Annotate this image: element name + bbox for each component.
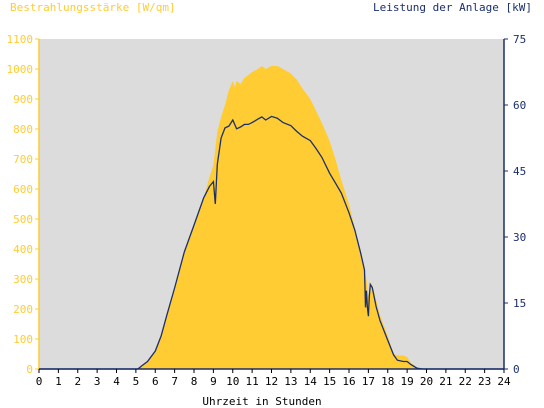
x-tick-label: 7 bbox=[171, 375, 178, 388]
left-axis: 0 100 200 300 400 500 600 700 800 900 1000 1100 bbox=[7, 33, 40, 376]
left-tick-label: 0 bbox=[26, 363, 33, 376]
x-tick-label: 5 bbox=[133, 375, 140, 388]
x-tick-label: 21 bbox=[439, 375, 452, 388]
x-tick-label: 1 bbox=[55, 375, 62, 388]
x-tick-label: 3 bbox=[94, 375, 101, 388]
x-tick-label: 0 bbox=[36, 375, 43, 388]
left-tick-label: 1100 bbox=[7, 33, 34, 46]
left-tick-label: 1000 bbox=[7, 63, 34, 76]
power-line bbox=[39, 115, 504, 370]
right-tick-label: 15 bbox=[513, 297, 526, 310]
left-tick-label: 300 bbox=[13, 273, 33, 286]
x-tick-label: 4 bbox=[113, 375, 120, 388]
x-tick-label: 9 bbox=[210, 375, 217, 388]
left-tick-label: 800 bbox=[13, 123, 33, 136]
irradiance-area bbox=[39, 66, 504, 369]
x-tick-label: 15 bbox=[323, 375, 336, 388]
right-tick-label: 60 bbox=[513, 99, 526, 112]
left-tick-label: 600 bbox=[13, 183, 33, 196]
left-tick-label: 400 bbox=[13, 243, 33, 256]
right-tick-label: 75 bbox=[513, 33, 526, 46]
left-tick-label: 900 bbox=[13, 93, 33, 106]
x-tick-label: 6 bbox=[152, 375, 159, 388]
x-tick-label: 17 bbox=[362, 375, 375, 388]
x-tick-label: 10 bbox=[226, 375, 239, 388]
left-tick-label: 200 bbox=[13, 303, 33, 316]
left-tick-label: 500 bbox=[13, 213, 33, 226]
right-axis-title: Leistung der Anlage [kW] bbox=[373, 1, 532, 14]
left-axis-title: Bestrahlungsstärke [W/qm] bbox=[10, 1, 176, 14]
right-tick-label: 45 bbox=[513, 165, 526, 178]
x-tick-label: 8 bbox=[191, 375, 198, 388]
x-tick-label: 23 bbox=[478, 375, 491, 388]
x-tick-label: 22 bbox=[459, 375, 472, 388]
x-tick-label: 2 bbox=[74, 375, 81, 388]
x-tick-label: 11 bbox=[246, 375, 259, 388]
right-tick-label: 0 bbox=[513, 363, 520, 376]
x-tick-label: 24 bbox=[497, 375, 511, 388]
left-tick-label: 700 bbox=[13, 153, 33, 166]
left-tick-label: 100 bbox=[13, 333, 33, 346]
right-axis: 0 15 30 45 60 75 bbox=[503, 33, 526, 376]
x-tick-label: 16 bbox=[342, 375, 355, 388]
x-tick-label: 18 bbox=[381, 375, 394, 388]
x-tick-label: 20 bbox=[420, 375, 433, 388]
x-tick-label: 19 bbox=[401, 375, 414, 388]
x-axis: 0 1 2 3 4 5 6 7 8 9 10 11 12 13 14 15 16 17 18 19 20 21 22 23 24 bbox=[36, 368, 511, 388]
right-tick-label: 30 bbox=[513, 231, 526, 244]
x-tick-label: 14 bbox=[304, 375, 318, 388]
x-axis-title: Uhrzeit in Stunden bbox=[202, 395, 321, 408]
x-tick-label: 13 bbox=[284, 375, 297, 388]
x-tick-label: 12 bbox=[265, 375, 278, 388]
